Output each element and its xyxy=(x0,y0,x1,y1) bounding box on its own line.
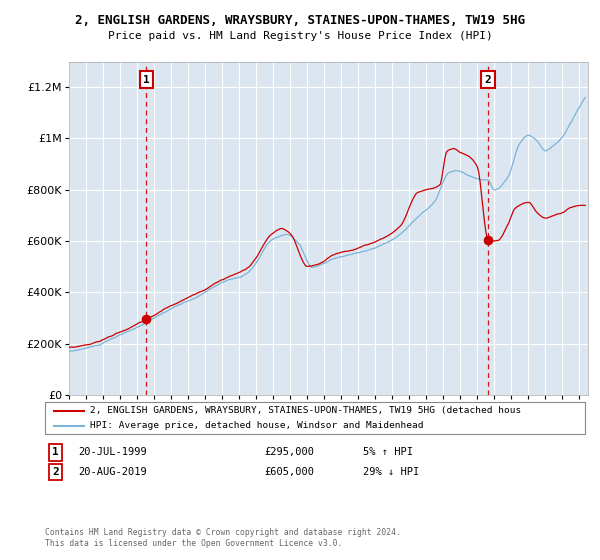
Text: 1: 1 xyxy=(143,74,150,85)
Text: 20-AUG-2019: 20-AUG-2019 xyxy=(78,467,147,477)
Text: 29% ↓ HPI: 29% ↓ HPI xyxy=(363,467,419,477)
Text: 20-JUL-1999: 20-JUL-1999 xyxy=(78,447,147,458)
Text: 2, ENGLISH GARDENS, WRAYSBURY, STAINES-UPON-THAMES, TW19 5HG: 2, ENGLISH GARDENS, WRAYSBURY, STAINES-U… xyxy=(75,14,525,27)
Text: 2: 2 xyxy=(485,74,491,85)
Text: Contains HM Land Registry data © Crown copyright and database right 2024.
This d: Contains HM Land Registry data © Crown c… xyxy=(45,528,401,548)
Text: 1: 1 xyxy=(52,447,59,458)
Text: 2, ENGLISH GARDENS, WRAYSBURY, STAINES-UPON-THAMES, TW19 5HG (detached hous: 2, ENGLISH GARDENS, WRAYSBURY, STAINES-U… xyxy=(90,406,521,415)
Text: 2: 2 xyxy=(52,467,59,477)
Text: 5% ↑ HPI: 5% ↑ HPI xyxy=(363,447,413,458)
Text: £605,000: £605,000 xyxy=(264,467,314,477)
Text: HPI: Average price, detached house, Windsor and Maidenhead: HPI: Average price, detached house, Wind… xyxy=(90,421,424,431)
Text: Price paid vs. HM Land Registry's House Price Index (HPI): Price paid vs. HM Land Registry's House … xyxy=(107,31,493,41)
Text: £295,000: £295,000 xyxy=(264,447,314,458)
